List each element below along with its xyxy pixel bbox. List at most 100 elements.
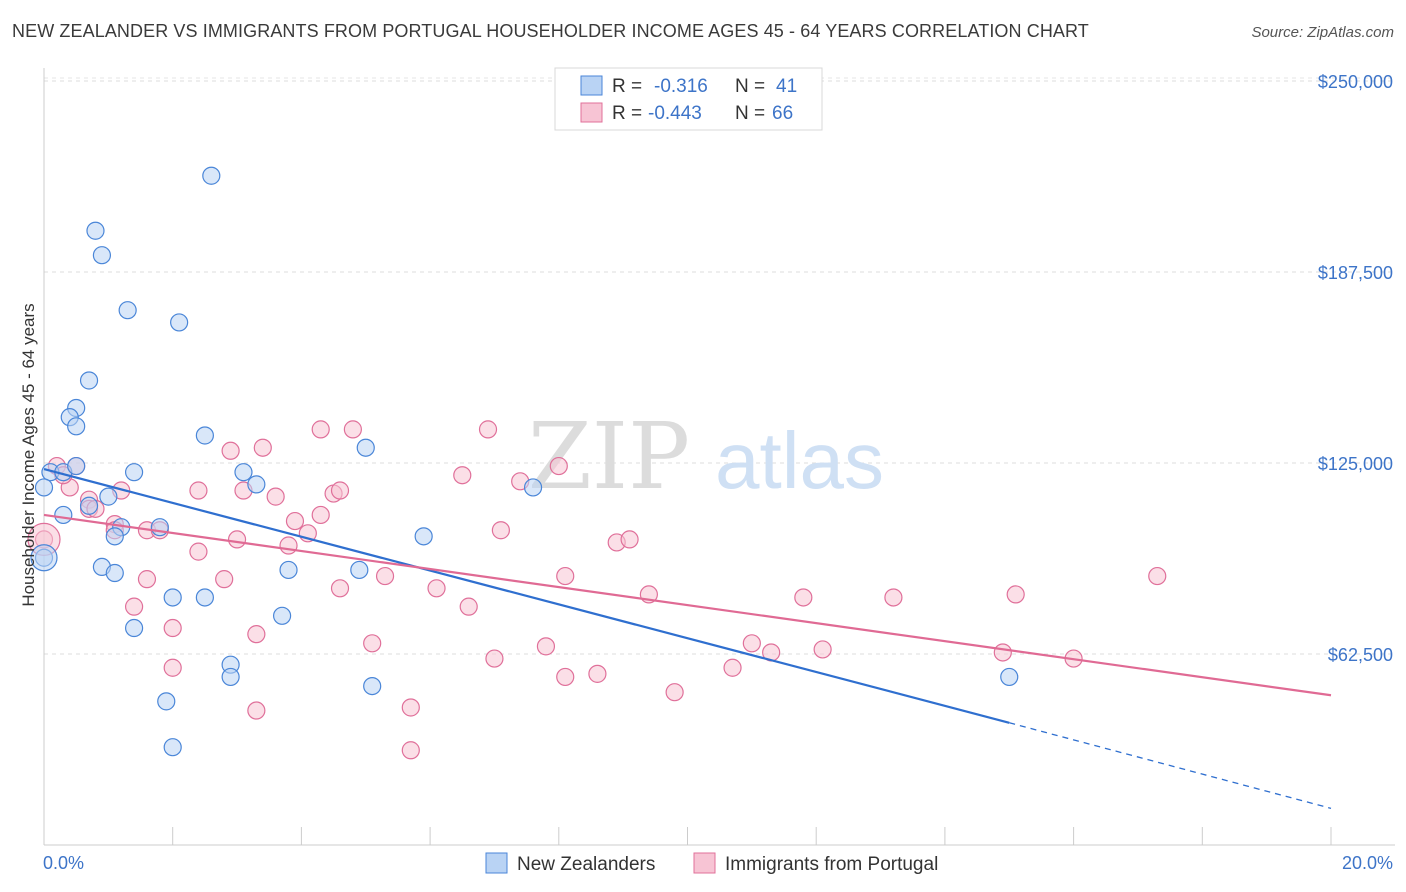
watermark-atlas: atlas xyxy=(715,416,884,505)
data-point xyxy=(523,478,543,497)
axes xyxy=(43,68,1395,846)
series-nz-points xyxy=(30,166,1019,757)
legend-n-label-nz: N = xyxy=(735,76,765,97)
data-point xyxy=(247,625,266,644)
data-point xyxy=(556,667,575,687)
data-point xyxy=(401,741,420,760)
data-point xyxy=(221,667,240,687)
data-point xyxy=(189,481,208,500)
data-point xyxy=(330,579,350,598)
watermark-zip: ZIP xyxy=(528,403,690,510)
data-point xyxy=(285,511,305,531)
data-point xyxy=(99,487,118,506)
data-point xyxy=(485,649,504,668)
data-point xyxy=(330,481,350,500)
x-tick-label: 20.0% xyxy=(1342,853,1393,873)
legend-swatch-new-zealanders xyxy=(485,852,508,874)
data-point xyxy=(79,371,99,390)
data-point xyxy=(356,438,375,457)
data-point xyxy=(92,246,112,265)
data-point xyxy=(67,456,86,476)
data-point xyxy=(86,221,105,240)
data-point xyxy=(189,542,208,561)
data-point-cluster xyxy=(30,544,58,572)
data-point xyxy=(1006,585,1025,604)
data-point xyxy=(813,640,832,659)
data-point xyxy=(253,438,272,457)
data-point xyxy=(170,313,189,332)
data-point xyxy=(588,664,607,683)
legend-r-value-pt: -0.443 xyxy=(648,103,702,124)
y-tick-label: $250,000 xyxy=(1318,72,1393,92)
data-point xyxy=(163,738,182,757)
data-point xyxy=(375,566,395,586)
data-point xyxy=(137,570,157,589)
legend-swatch-immigrants-portugal xyxy=(693,852,716,874)
legend-swatch-pt xyxy=(580,102,603,123)
legend-swatch-nz xyxy=(580,75,603,96)
data-point xyxy=(163,658,182,677)
data-point xyxy=(215,570,234,589)
data-point xyxy=(742,634,761,653)
legend-r-label-pt: R = xyxy=(612,103,642,124)
data-point xyxy=(150,518,169,537)
data-point xyxy=(54,505,73,525)
legend-label-immigrants-portugal: Immigrants from Portugal xyxy=(725,854,938,875)
data-point xyxy=(195,426,214,445)
y-tick-label: $187,500 xyxy=(1318,263,1393,283)
data-point xyxy=(247,475,266,494)
legend-r-value-nz: -0.316 xyxy=(654,76,708,97)
data-point xyxy=(124,597,144,616)
data-point xyxy=(478,420,498,439)
data-point xyxy=(1000,667,1019,687)
data-point xyxy=(124,463,144,482)
y-tick-label: $125,000 xyxy=(1318,454,1393,474)
data-point xyxy=(884,588,903,607)
data-point xyxy=(105,527,124,546)
data-point xyxy=(227,530,247,549)
legend-n-value-pt: 66 xyxy=(772,103,793,124)
data-point xyxy=(105,563,124,583)
y-tick-labels: $62,500 $125,000 $187,500 $250,000 xyxy=(1318,72,1393,665)
data-point xyxy=(993,643,1012,662)
trend-line-nz xyxy=(43,468,1010,724)
legend-n-label-pt: N = xyxy=(735,103,765,124)
data-point xyxy=(536,637,556,656)
data-point xyxy=(272,606,292,625)
y-tick-label: $62,500 xyxy=(1328,645,1393,665)
data-point xyxy=(67,417,86,436)
data-point xyxy=(118,301,137,320)
trend-lines xyxy=(43,468,1332,809)
data-point xyxy=(491,521,510,540)
series-legend: New Zealanders Immigrants from Portugal xyxy=(485,852,938,875)
data-point xyxy=(266,487,285,506)
data-point xyxy=(202,166,221,185)
data-point xyxy=(79,496,99,515)
data-point xyxy=(363,676,382,696)
data-point xyxy=(221,441,240,460)
legend-n-value-nz: 41 xyxy=(776,76,797,97)
data-point xyxy=(1148,566,1167,586)
legend-r-label-nz: R = xyxy=(612,76,642,97)
correlation-legend: R = -0.316 N = 41 R = -0.443 N = 66 xyxy=(554,67,823,131)
data-point xyxy=(247,701,266,720)
legend-label-new-zealanders: New Zealanders xyxy=(517,854,655,875)
data-point xyxy=(195,588,214,607)
data-point xyxy=(794,588,813,607)
data-point xyxy=(343,420,362,439)
data-point xyxy=(34,478,54,497)
data-point xyxy=(665,683,684,702)
chart-title: NEW ZEALANDER VS IMMIGRANTS FROM PORTUGA… xyxy=(12,21,1089,41)
data-point xyxy=(723,658,742,677)
data-point xyxy=(163,588,182,607)
data-point xyxy=(363,634,382,653)
data-point xyxy=(414,527,433,546)
data-point xyxy=(459,597,478,616)
data-point xyxy=(163,618,182,638)
x-tick-label: 0.0% xyxy=(43,853,84,873)
data-point xyxy=(279,560,298,580)
data-point xyxy=(549,456,568,476)
trend-line-nz-extrapolated xyxy=(1009,722,1332,809)
data-point xyxy=(453,466,472,485)
